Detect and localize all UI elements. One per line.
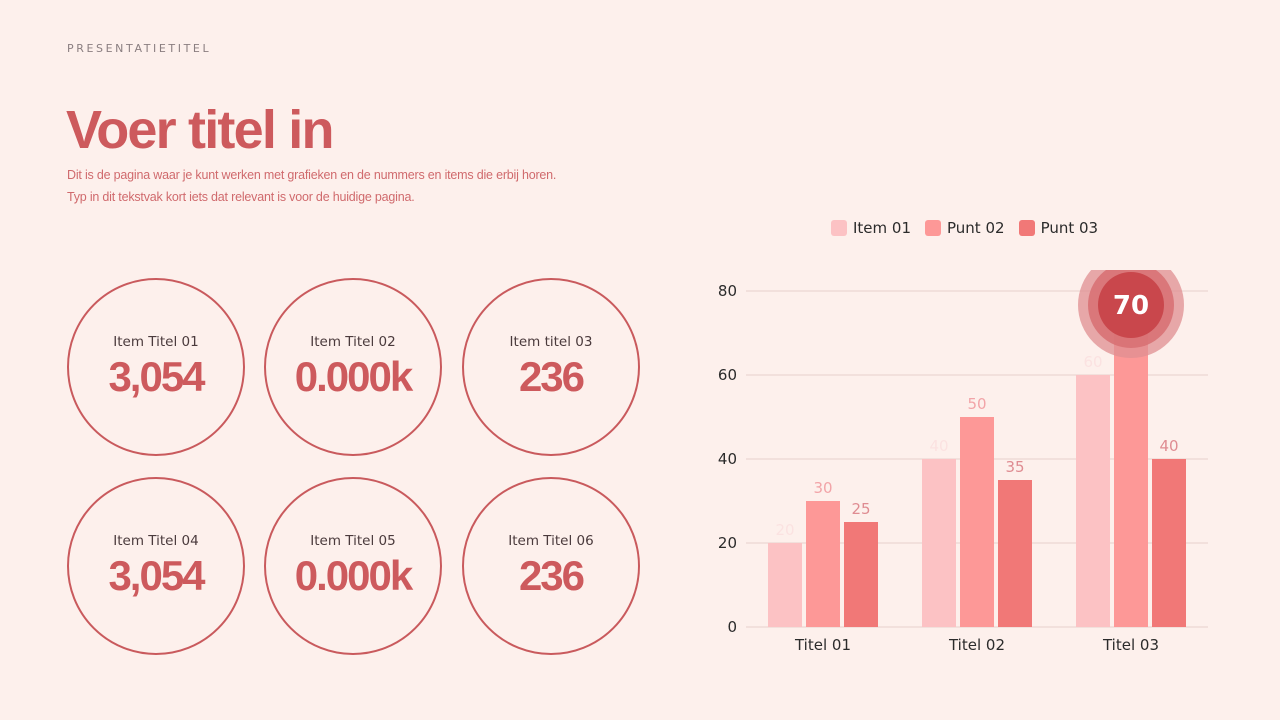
subtitle-line: Dit is de pagina waar je kunt werken met… <box>67 168 557 182</box>
bar <box>844 522 878 627</box>
bar <box>998 480 1032 627</box>
legend-swatch <box>925 220 942 236</box>
stat-label: Item Titel 01 <box>113 334 199 350</box>
stat-label: Item titel 03 <box>509 334 593 350</box>
stat-circle-1: Item Titel 01 3,054 <box>67 278 245 456</box>
stat-value: 236 <box>518 353 585 400</box>
stat-circle-3: Item titel 03 236 <box>462 278 640 456</box>
highlight-value-label: 70 <box>1113 291 1149 321</box>
y-tick-label: 80 <box>718 282 737 300</box>
bar-data-label: 60 <box>1083 353 1102 371</box>
y-tick-label: 60 <box>718 366 737 384</box>
x-tick-label: Titel 03 <box>1102 636 1159 654</box>
bar-data-label: 30 <box>813 479 832 497</box>
stat-value: 3,054 <box>108 353 205 400</box>
stat-value: 3,054 <box>108 552 205 599</box>
stat-circle-2: Item Titel 02 0.000k <box>264 278 442 456</box>
bar-data-label: 40 <box>929 437 948 455</box>
bar-data-label: 40 <box>1159 437 1178 455</box>
bar <box>922 459 956 627</box>
legend-swatch <box>831 220 847 236</box>
y-tick-label: 20 <box>718 534 737 552</box>
stat-value: 0.000k <box>294 353 413 400</box>
legend-label: Item 01 <box>853 219 912 237</box>
legend-label: Punt 02 <box>947 219 1005 237</box>
bar <box>1076 375 1110 627</box>
highlight-badge <box>1098 272 1164 338</box>
legend-swatch <box>1018 220 1035 236</box>
stat-label: Item Titel 04 <box>113 533 199 549</box>
page-subtitle: Dit is de pagina waar je kunt werken met… <box>67 164 627 208</box>
stat-label: Item Titel 02 <box>310 334 396 350</box>
stat-circle-5: Item Titel 05 0.000k <box>264 477 442 655</box>
y-tick-label: 0 <box>727 618 737 636</box>
bar-data-label: 25 <box>851 500 870 518</box>
bar-data-label: 20 <box>775 521 794 539</box>
subtitle-line: Typ in dit tekstvak kort iets dat releva… <box>67 190 415 204</box>
x-tick-label: Titel 01 <box>794 636 851 654</box>
presentation-kicker: PRESENTATIETITEL <box>67 42 212 55</box>
legend-label: Punt 03 <box>1040 219 1099 237</box>
bar-data-label: 50 <box>967 395 986 413</box>
bar <box>1152 459 1186 627</box>
stat-circle-6: Item Titel 06 236 <box>462 477 640 655</box>
stat-circle-4: Item Titel 04 3,054 <box>67 477 245 655</box>
stat-value: 0.000k <box>294 552 413 599</box>
stat-value: 236 <box>518 552 585 599</box>
bar <box>1114 333 1148 627</box>
chart-legend: Item 01 Punt 02 Punt 03 <box>831 219 1098 237</box>
bar-chart: 0 20 40 60 80 20 30 25 Titel 01 40 50 35 Titel 02 60 7… <box>718 270 1208 654</box>
bar <box>806 501 840 627</box>
bar <box>768 543 802 627</box>
bar <box>960 417 994 627</box>
y-tick-label: 40 <box>718 450 737 468</box>
legend-item: Punt 03 <box>1018 219 1099 237</box>
stat-label: Item Titel 06 <box>508 533 594 549</box>
bar-data-label: 35 <box>1005 458 1024 476</box>
page-title: Voer titel in <box>66 100 334 160</box>
legend-item: Item 01 <box>831 219 911 237</box>
x-tick-label: Titel 02 <box>948 636 1005 654</box>
legend-item: Punt 02 <box>925 219 1005 237</box>
stat-label: Item Titel 05 <box>310 533 396 549</box>
